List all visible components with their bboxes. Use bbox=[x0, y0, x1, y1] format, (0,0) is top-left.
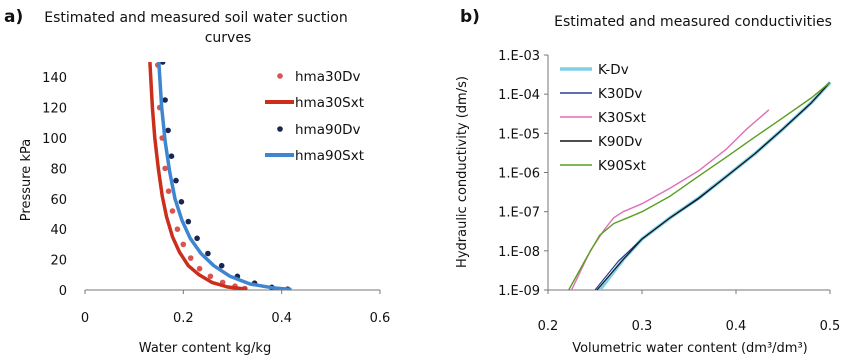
legend-item-k30dv: K30Dv bbox=[560, 86, 642, 102]
panel-a-series-area bbox=[148, 62, 292, 290]
legend-item-hma90sxt: hma90Sxt bbox=[265, 148, 364, 164]
panel-a-legend: hma30Dv hma30Sxt hma90Dv hma90Sxt bbox=[265, 69, 364, 164]
legend-label-hma90dv: hma90Dv bbox=[295, 122, 361, 138]
data-point-hma30dv bbox=[196, 265, 203, 272]
data-point-hma90dv bbox=[218, 262, 225, 269]
data-point-hma30dv bbox=[165, 188, 172, 194]
data-point-hma30dv bbox=[187, 255, 194, 261]
data-point-hma30dv bbox=[169, 208, 176, 214]
legend-label-k30sxt: K30Sxt bbox=[598, 110, 646, 126]
panel-b-x-tick-label: 0.2 bbox=[538, 319, 559, 334]
panel-a-x-label: Water content kg/kg bbox=[139, 341, 271, 356]
series-line-k90dv bbox=[596, 81, 831, 290]
panel-a-y-tick-label: 20 bbox=[50, 254, 67, 269]
legend-item-hma90dv: hma90Dv bbox=[277, 122, 361, 138]
panel-a-y-tick-label: 0 bbox=[59, 284, 67, 299]
data-point-hma90dv bbox=[173, 177, 179, 184]
legend-swatch-hma90dv bbox=[277, 126, 283, 132]
panel-b-x-tick-label: 0.5 bbox=[820, 319, 841, 334]
legend-item-hma30sxt: hma30Sxt bbox=[265, 95, 364, 111]
panel-a-title-line1: Estimated and measured soil water suctio… bbox=[44, 10, 347, 26]
legend-item-k90sxt: K90Sxt bbox=[560, 158, 646, 174]
panel-a-y-tick-label: 40 bbox=[50, 223, 67, 238]
series-line-hma90sxt bbox=[157, 62, 292, 290]
panel-a-y-label: Pressure kPa bbox=[19, 139, 34, 221]
data-point-hma90dv bbox=[185, 218, 192, 225]
panel-b-x-tick-label: 0.3 bbox=[632, 319, 653, 334]
panel-b-y-tick-label: 1.E-03 bbox=[498, 49, 540, 64]
data-point-hma30dv bbox=[180, 241, 187, 248]
panel-b-y-tick-label: 1.E-08 bbox=[498, 245, 540, 260]
legend-label-k90dv: K90Dv bbox=[598, 134, 642, 150]
panel-b-y-tick-label: 1.E-07 bbox=[498, 206, 540, 221]
panel-a-label: a) bbox=[4, 7, 23, 27]
panel-a-x-tick-label: 0 bbox=[81, 311, 89, 326]
panel-a-y-tick-label: 100 bbox=[42, 132, 67, 147]
panel-a-x-tick-label: 0.2 bbox=[173, 311, 194, 326]
panel-b-title: Estimated and measured conductivities bbox=[554, 14, 832, 30]
panel-b-x-label: Volumetric water content (dm³/dm³) bbox=[572, 341, 808, 356]
panel-b-y-tick-label: 1.E-09 bbox=[498, 284, 540, 299]
panel-a-y-tick-label: 120 bbox=[42, 102, 67, 117]
legend-item-hma30dv: hma30Dv bbox=[277, 69, 361, 85]
legend-item-k90dv: K90Dv bbox=[560, 134, 642, 150]
panel-a-plot: 0 0.2 0.4 0.6 0 20 40 60 80 100 120 140 bbox=[42, 62, 391, 326]
panel-a-y-tick-label: 60 bbox=[50, 193, 67, 208]
panel-b-y-tick-label: 1.E-05 bbox=[498, 127, 540, 142]
legend-label-k90sxt: K90Sxt bbox=[598, 158, 646, 174]
legend-label-hma90sxt: hma90Sxt bbox=[295, 148, 364, 164]
panel-b-y-label: Hydraulic conductivity (dm/s) bbox=[455, 76, 470, 268]
data-point-hma90dv bbox=[194, 235, 200, 242]
panel-a-x-tick-label: 0.6 bbox=[370, 311, 391, 326]
data-point-hma90dv bbox=[178, 199, 185, 205]
data-point-hma30dv bbox=[162, 165, 168, 172]
legend-label-hma30sxt: hma30Sxt bbox=[295, 95, 364, 111]
legend-swatch-hma30dv bbox=[277, 73, 283, 79]
panel-b-y-tick-label: 1.E-06 bbox=[498, 167, 540, 182]
data-point-hma90dv bbox=[159, 62, 166, 65]
panel-b-legend: K-Dv K30Dv K30Sxt K90Dv K90Sxt bbox=[560, 62, 646, 174]
panel-b-plot: 1.E-03 1.E-04 1.E-05 1.E-06 1.E-07 1.E-08 1.E-… bbox=[498, 49, 840, 334]
panel-b-series-area bbox=[568, 81, 832, 290]
panel-a-x-tick-label: 0.4 bbox=[271, 311, 292, 326]
panel-b-y-tick-label: 1.E-04 bbox=[498, 88, 540, 103]
legend-label-k30dv: K30Dv bbox=[598, 86, 642, 102]
series-line-k90sxt bbox=[568, 81, 831, 290]
panel-a-title-line2: curves bbox=[205, 30, 252, 46]
data-point-hma90dv bbox=[162, 97, 168, 103]
series-line-hma30sxt bbox=[148, 62, 248, 290]
data-point-hma90dv bbox=[165, 127, 171, 134]
data-point-hma90dv bbox=[168, 153, 175, 159]
legend-item-k-dv: K-Dv bbox=[560, 62, 629, 78]
panel-b-label: b) bbox=[460, 7, 480, 27]
panel-b-x-tick-label: 0.4 bbox=[726, 319, 747, 334]
legend-label-hma30dv: hma30Dv bbox=[295, 69, 361, 85]
data-point-hma30dv bbox=[174, 226, 181, 232]
series-line-k30sxt bbox=[570, 109, 770, 290]
data-point-hma90dv bbox=[205, 250, 211, 257]
panel-a-y-tick-label: 80 bbox=[50, 162, 67, 177]
panel-a-y-tick-label: 140 bbox=[42, 71, 67, 86]
data-point-hma30dv bbox=[207, 273, 214, 280]
legend-label-k-dv: K-Dv bbox=[598, 62, 629, 78]
legend-item-k30sxt: K30Sxt bbox=[560, 110, 646, 126]
